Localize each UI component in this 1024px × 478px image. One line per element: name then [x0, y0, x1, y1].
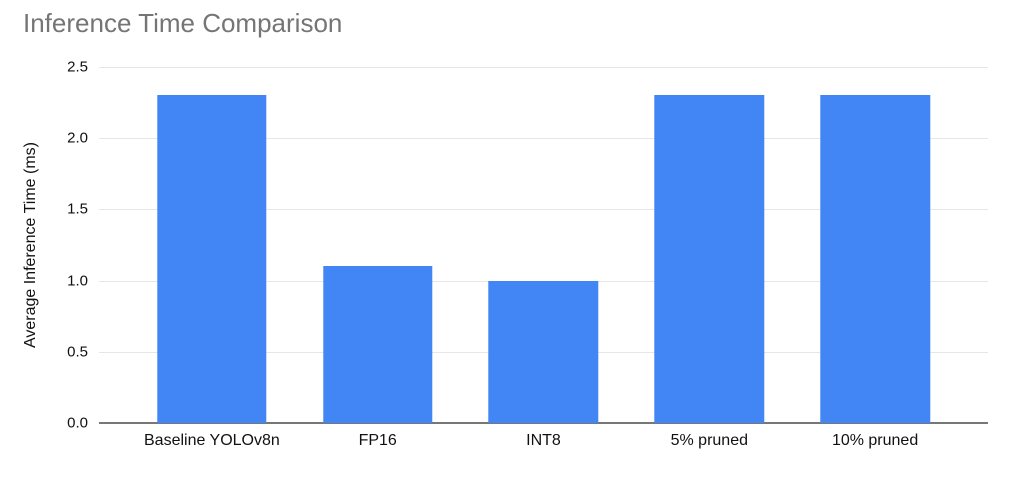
gridline: [99, 138, 988, 140]
y-axis-tick-labels: 2.5 2.0 1.5 1.0 0.5 0.0: [0, 59, 88, 432]
x-axis-baseline: [99, 422, 988, 424]
bar-5pct-pruned: [654, 95, 764, 423]
x-axis-labels: Baseline YOLOv8n FP16 INT8 5% pruned 10%…: [99, 424, 988, 450]
bar-int8: [488, 280, 599, 423]
chart-title: Inference Time Comparison: [23, 8, 343, 38]
gridline: [99, 67, 988, 68]
y-tick-label: 2.5: [67, 58, 88, 76]
bar-band: [461, 67, 627, 423]
plot-area: [99, 67, 988, 424]
x-tick-label: FP16: [358, 432, 397, 449]
y-tick-label: 1.5: [67, 200, 88, 218]
bar-10pct-pruned: [820, 95, 930, 423]
bars-row: [99, 67, 988, 423]
gridline: [99, 209, 988, 211]
x-tick-label: Baseline YOLOv8n: [144, 432, 280, 449]
y-tick-label: 0.5: [67, 343, 88, 361]
bar-band: [626, 67, 792, 423]
y-tick-label: 1.0: [67, 272, 88, 290]
bar-band: [129, 67, 295, 423]
bar-band: [792, 67, 958, 423]
y-tick-label: 2.0: [67, 129, 88, 147]
y-tick-label: 0.0: [67, 414, 88, 432]
bar-fp16: [322, 266, 433, 423]
bar-baseline-yolov8n: [157, 95, 267, 423]
x-tick-label: 5% pruned: [670, 432, 748, 449]
x-tick-label: INT8: [526, 432, 561, 449]
x-tick-label: 10% pruned: [831, 432, 919, 449]
bar-band: [295, 67, 461, 423]
